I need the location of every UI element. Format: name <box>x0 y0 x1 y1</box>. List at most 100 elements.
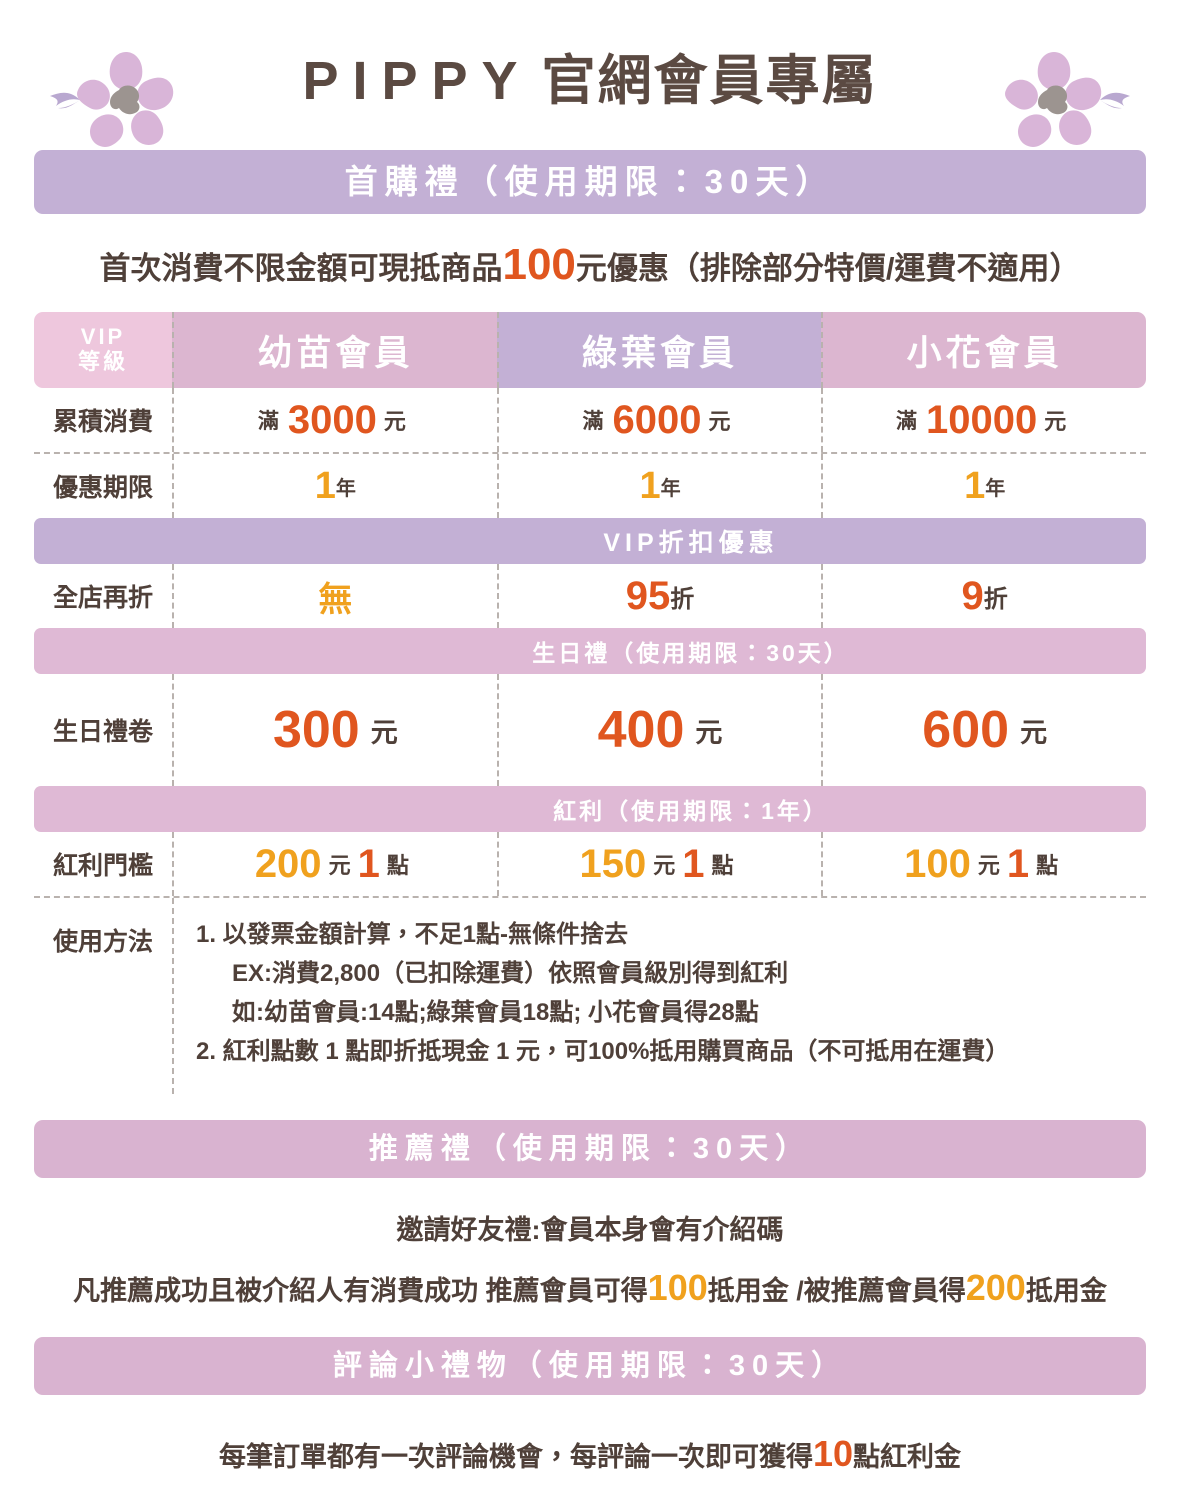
page-title-cjk: 官網會員專屬 <box>541 50 878 111</box>
cherry-blossom-icon-right <box>1000 46 1108 150</box>
cell-cumulative-spend-0: 滿 3000 元 <box>172 388 497 452</box>
unit-store-discount-2: 折 <box>983 585 1008 613</box>
row-label-birthday-voucher: 生日禮卷 <box>52 718 153 746</box>
unit-cumulative-spend-1: 元 <box>708 409 731 434</box>
unit-bonus-threshold-1: 元 <box>653 853 676 878</box>
cell-cumulative-spend-1: 滿 6000 元 <box>496 388 822 452</box>
table-row-birthday-voucher: 生日禮卷 300 元 400 元 600 元 <box>34 674 1146 786</box>
row-label-store-discount: 全店再折 <box>52 584 153 612</box>
value-cumulative-spend-0: 3000 <box>287 397 377 442</box>
referral-amount-referee: 200 <box>965 1266 1026 1308</box>
table-corner-line2: 等級 <box>77 349 128 374</box>
unit-validity-2: 年 <box>985 477 1006 500</box>
prefix-full-0: 滿 <box>257 410 279 433</box>
value-cumulative-spend-2: 10000 <box>926 397 1038 442</box>
first-purchase-amount: 100 <box>502 240 576 289</box>
vip-benefits-table: VIP 等級 幼苗會員 綠葉會員 小花會員 累積消費 滿 3000 元 滿 6000 元… <box>34 312 1147 1094</box>
point-unit-2: 點 <box>1036 853 1059 878</box>
cell-store-discount-1: 95 折 <box>496 564 822 628</box>
unit-cumulative-spend-2: 元 <box>1044 409 1067 434</box>
cell-birthday-voucher-0: 300 元 <box>172 674 497 786</box>
cell-birthday-voucher-2: 600 元 <box>821 674 1146 786</box>
value-store-discount-2: 9 <box>961 573 984 618</box>
cell-store-discount-0: 無 <box>172 564 497 628</box>
cell-cumulative-spend-2: 滿 10000 元 <box>821 388 1146 452</box>
tier-header-1: 綠葉會員 <box>496 312 822 388</box>
usage-line-1: 1. 以發票金額計算，不足1點-無條件捨去 <box>196 921 629 948</box>
first-purchase-text-before: 首次消費不限金額可現抵商品 <box>99 251 503 286</box>
page-title: PIPPY 官網會員專屬 <box>302 36 877 115</box>
unit-birthday-voucher-0: 元 <box>370 717 398 748</box>
banner-first-purchase: 首購禮（使用期限：30天） <box>34 150 1146 214</box>
value-cumulative-spend-1: 6000 <box>612 397 702 442</box>
table-corner-cell: VIP 等級 <box>34 312 172 388</box>
value-bonus-threshold-0: 200 <box>254 841 322 886</box>
page-title-latin: PIPPY <box>302 50 532 111</box>
cherry-blossom-icon-left <box>72 46 180 150</box>
first-purchase-description: 首次消費不限金額可現抵商品100元優惠（排除部分特價/運費不適用） <box>0 240 1180 290</box>
usage-line-4: 2. 紅利點數 1 點即折抵現金 1 元，可100%抵用購買商品（不可抵用在運費… <box>196 1037 1010 1065</box>
row-label-cumulative-spend: 累積消費 <box>52 408 153 436</box>
cell-bonus-threshold-2: 100 元 1 點 <box>821 832 1146 896</box>
page-header: PIPPY 官網會員專屬 <box>0 0 1180 150</box>
table-row-bonus-threshold: 紅利門檻 200 元 1 點 150 元 1 點 100 元 1 點 <box>34 832 1146 896</box>
usage-instructions: 1. 以發票金額計算，不足1點-無條件捨去 EX:消費2,800（已扣除運費）依… <box>172 898 1146 1094</box>
referral-line2-part1: 凡推薦成功且被介紹人有消費成功 推薦會員可得 <box>73 1275 648 1306</box>
tier-header-2: 小花會員 <box>821 312 1147 388</box>
unit-cumulative-spend-0: 元 <box>383 409 406 434</box>
unit-validity-0: 年 <box>335 477 356 500</box>
value-birthday-voucher-1: 400 <box>597 701 685 759</box>
referral-line2-part3: 抵用金 <box>1025 1275 1107 1306</box>
review-description: 每筆訂單都有一次評論機會，每評論一次即可獲得10點紅利金 <box>0 1433 1180 1475</box>
value-validity-1: 1 <box>639 464 661 507</box>
unit-birthday-voucher-2: 元 <box>1020 717 1048 748</box>
referral-line2-part2: 抵用金 /被推薦會員得 <box>707 1275 966 1306</box>
band-bonus-points-label: 紅利（使用期限：1年） <box>553 798 829 824</box>
first-purchase-text-after: 元優惠（排除部分特價/運費不適用） <box>575 251 1081 286</box>
point-value-2: 1 <box>1006 841 1030 886</box>
row-label-validity: 優惠期限 <box>52 474 153 502</box>
point-unit-0: 點 <box>386 853 409 878</box>
cell-birthday-voucher-1: 400 元 <box>496 674 822 786</box>
review-points-amount: 10 <box>812 1432 854 1474</box>
value-store-discount-0: 無 <box>318 580 353 619</box>
cell-bonus-threshold-1: 150 元 1 點 <box>496 832 822 896</box>
table-corner-line1: VIP <box>80 324 126 350</box>
referral-line-1: 邀請好友禮:會員本身會有介紹碼 <box>396 1214 784 1245</box>
unit-store-discount-1: 折 <box>670 585 695 613</box>
band-birthday-gift-label: 生日禮（使用期限：30天） <box>532 640 850 666</box>
value-validity-0: 1 <box>314 464 336 507</box>
point-value-1: 1 <box>682 841 705 886</box>
referral-line-2: 凡推薦成功且被介紹人有消費成功 推薦會員可得100抵用金 /被推薦會員得200抵… <box>0 1267 1180 1309</box>
value-bonus-threshold-1: 150 <box>579 841 647 886</box>
value-birthday-voucher-0: 300 <box>272 701 360 759</box>
band-birthday-gift: 生日禮（使用期限：30天） <box>34 628 1146 674</box>
prefix-full-1: 滿 <box>582 410 604 433</box>
row-label-usage: 使用方法 <box>52 928 153 956</box>
prefix-full-2: 滿 <box>896 410 918 433</box>
table-header-row: VIP 等級 幼苗會員 綠葉會員 小花會員 <box>34 312 1147 388</box>
cell-bonus-threshold-0: 200 元 1 點 <box>172 832 497 896</box>
point-unit-1: 點 <box>711 853 734 878</box>
usage-line-3: 如:幼苗會員:14點;綠葉會員18點; 小花會員得28點 <box>232 998 759 1026</box>
point-value-0: 1 <box>357 841 380 886</box>
referral-amount-referrer: 100 <box>647 1266 708 1308</box>
unit-bonus-threshold-2: 元 <box>977 853 1000 878</box>
banner-review-gift: 評論小禮物（使用期限：30天） <box>34 1336 1146 1395</box>
band-vip-discount: VIP折扣優惠 <box>34 518 1146 564</box>
value-birthday-voucher-2: 600 <box>922 701 1010 759</box>
unit-validity-1: 年 <box>660 477 681 500</box>
value-validity-2: 1 <box>964 464 986 507</box>
value-store-discount-1: 95 <box>625 573 671 618</box>
arrow-icon-right <box>1094 86 1134 120</box>
table-row-cumulative-spend: 累積消費 滿 3000 元 滿 6000 元 滿 10000 元 <box>34 388 1146 452</box>
band-vip-discount-label: VIP折扣優惠 <box>603 529 779 557</box>
tier-header-0: 幼苗會員 <box>172 312 497 388</box>
row-label-bonus-threshold: 紅利門檻 <box>52 852 153 880</box>
